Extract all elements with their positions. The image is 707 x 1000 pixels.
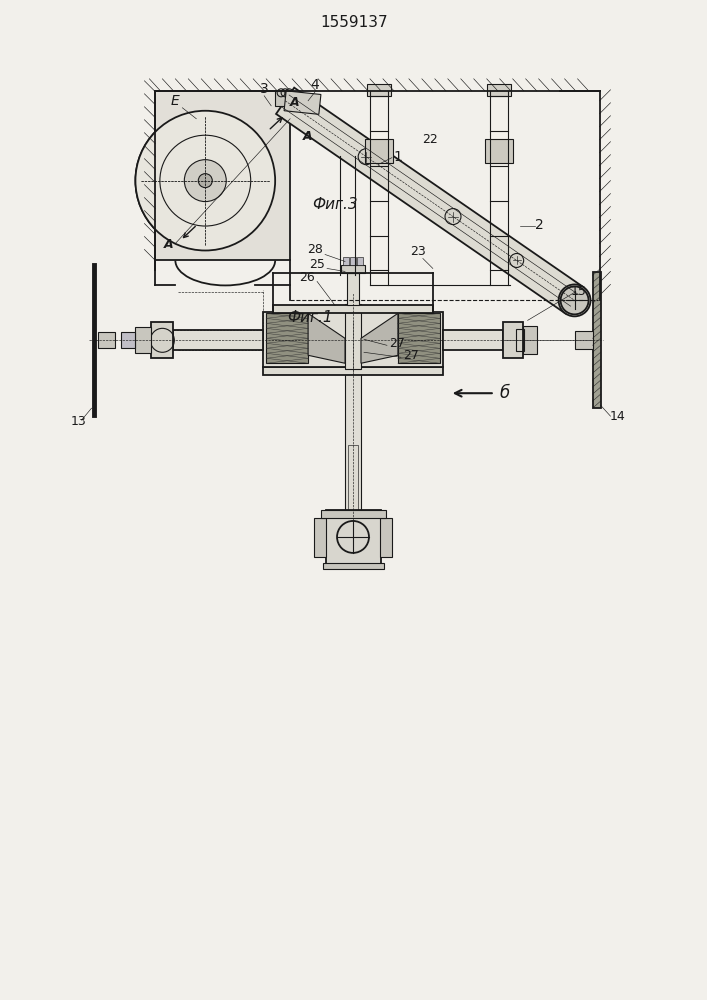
Text: 23: 23 [410, 245, 426, 258]
Bar [350, 257, 356, 265]
Text: 25: 25 [309, 258, 325, 271]
Text: 1559137: 1559137 [320, 15, 388, 30]
Circle shape [136, 111, 275, 250]
Text: 4: 4 [310, 78, 320, 92]
Text: 3: 3 [259, 82, 269, 96]
Bar [365, 139, 393, 163]
Bar [341, 265, 365, 273]
Bar [263, 312, 443, 367]
Circle shape [358, 149, 374, 165]
Circle shape [198, 174, 212, 188]
Circle shape [185, 160, 226, 202]
Bar [275, 91, 295, 106]
Text: A: A [291, 96, 300, 109]
Bar [575, 331, 592, 349]
Text: Фиг.1: Фиг.1 [287, 310, 333, 325]
Text: 14: 14 [609, 410, 626, 423]
Bar [503, 322, 522, 358]
Bar [592, 272, 600, 408]
Circle shape [198, 174, 212, 188]
Text: 22: 22 [422, 133, 438, 146]
Bar [263, 367, 443, 375]
Circle shape [559, 284, 590, 316]
Text: б: б [500, 384, 510, 402]
Polygon shape [361, 313, 398, 363]
Bar [321, 510, 386, 518]
Text: 1: 1 [394, 150, 402, 164]
Circle shape [136, 111, 275, 250]
Text: A: A [303, 130, 313, 143]
Bar [486, 84, 510, 96]
Text: 13: 13 [71, 415, 86, 428]
Bar [273, 305, 433, 313]
Bar [98, 332, 115, 348]
Polygon shape [284, 91, 321, 114]
Bar [515, 329, 524, 351]
Bar [398, 313, 440, 363]
Bar [380, 518, 392, 557]
Bar [345, 304, 361, 369]
Polygon shape [156, 91, 290, 260]
Bar [367, 84, 391, 96]
Bar [485, 139, 513, 163]
Text: 26: 26 [299, 271, 315, 284]
Bar [173, 330, 263, 350]
Bar [357, 257, 363, 265]
Text: A: A [163, 238, 173, 251]
Circle shape [445, 209, 461, 225]
Circle shape [561, 286, 588, 314]
Text: 27: 27 [403, 349, 419, 362]
Bar [151, 322, 173, 358]
Text: 28: 28 [307, 243, 323, 256]
Bar [348, 445, 358, 510]
Text: Фиг.3: Фиг.3 [312, 197, 358, 212]
Bar [326, 510, 381, 565]
Bar [522, 326, 537, 354]
Bar [347, 273, 359, 305]
Bar [443, 330, 503, 350]
Bar [345, 340, 361, 510]
Bar [266, 313, 308, 363]
Bar [136, 327, 151, 353]
Bar [314, 518, 326, 557]
Bar [122, 332, 136, 348]
Circle shape [510, 253, 524, 267]
Text: 2: 2 [535, 218, 544, 232]
Polygon shape [308, 313, 345, 363]
Text: 27: 27 [389, 337, 405, 350]
Bar [343, 257, 349, 265]
Bar [323, 563, 384, 569]
Text: E: E [171, 94, 180, 108]
Text: 15: 15 [571, 285, 586, 298]
Circle shape [185, 160, 226, 202]
Polygon shape [276, 88, 584, 314]
